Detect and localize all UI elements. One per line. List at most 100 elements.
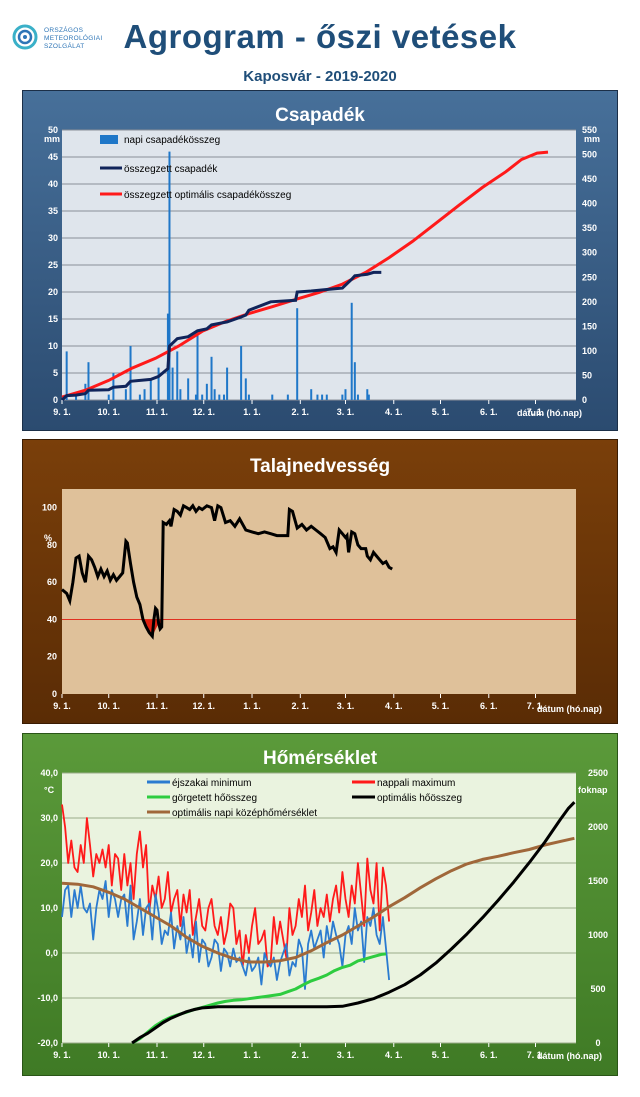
precip-ytick-right: 350 (582, 223, 597, 233)
cumulative-precip-line (60, 270, 382, 402)
temp-xtick-label: 3. 1. (337, 1050, 355, 1060)
soil-ytick: 40 (47, 614, 57, 624)
soil-xtick-label: 9. 1. (53, 701, 71, 711)
page-title: Agrogram - őszi vetések (123, 18, 517, 55)
precip-daily-bar (75, 394, 78, 400)
precip-daily-bar (286, 394, 289, 400)
temp-ytick-right: 1000 (588, 930, 608, 940)
precip-ytick-right: 550 (582, 125, 597, 135)
temp-ytick-right: 2000 (588, 822, 608, 832)
precip-ytick-left: 15 (48, 314, 58, 324)
logo-swirl-icon (12, 24, 38, 50)
precip-ytick-right: 500 (582, 150, 597, 160)
precip-daily-bar (350, 302, 353, 400)
legend-rolling: görgetett hőösszeg (172, 793, 257, 804)
precip-daily-bar (138, 394, 141, 400)
precip-left-unit: mm (44, 134, 60, 144)
precip-daily-bar (325, 394, 328, 400)
temp-ytick-left: 30,0 (40, 813, 58, 823)
temp-max-line (61, 804, 390, 968)
legend-tmin: éjszakai minimum (172, 778, 251, 789)
temp-min-line (61, 880, 390, 990)
precip-ytick-right: 450 (582, 174, 597, 184)
temp-ytick-left: 0,0 (45, 948, 58, 958)
precip-daily-bar (124, 389, 127, 400)
soil-xtick-label: 3. 1. (337, 701, 355, 711)
soil-x-label: dátum (hó.nap) (537, 704, 602, 714)
precip-xtick-label: 2. 1. (292, 407, 310, 417)
precip-xtick-label: 3. 1. (337, 407, 355, 417)
precip-daily-bar (210, 356, 213, 400)
temp-ytick-left: 20,0 (40, 858, 58, 868)
temp-xtick-label: 4. 1. (385, 1050, 403, 1060)
precip-daily-bar (176, 351, 179, 400)
precip-ytick-left: 5 (53, 368, 58, 378)
precip-daily-bar (194, 394, 197, 400)
precip-ytick-left: 50 (48, 125, 58, 135)
soil-unit: % (44, 533, 52, 543)
precip-daily-bar (226, 367, 229, 400)
precip-ytick-right: 50 (582, 370, 592, 380)
precip-daily-bar (196, 335, 199, 400)
legend-tmax: nappali maximum (377, 778, 455, 789)
precip-daily-bar (367, 394, 370, 400)
soil-xtick-label: 1. 1. (243, 701, 261, 711)
legend-cumulative: összegzett csapadék (124, 164, 218, 175)
precip-ytick-right: 250 (582, 272, 597, 282)
temp-ytick-left: -20,0 (37, 1038, 58, 1048)
precip-ytick-right: 150 (582, 321, 597, 331)
temp-ytick-left: 40,0 (40, 768, 58, 778)
soil-moisture-line (61, 503, 393, 640)
soil-title: Talajnedvesség (250, 456, 390, 477)
soil-plot-area (62, 489, 576, 694)
precip-ytick-right: 100 (582, 346, 597, 356)
precip-ytick-left: 40 (48, 179, 58, 189)
precip-daily-bar (271, 394, 274, 400)
precip-daily-bar (316, 394, 319, 400)
precip-ytick-right: 0 (582, 395, 587, 405)
temp-xtick-label: 6. 1. (480, 1050, 498, 1060)
precip-daily-bar (213, 389, 216, 400)
page-subtitle: Kaposvár - 2019-2020 (243, 68, 397, 85)
precip-xtick-label: 11. 1. (146, 407, 168, 417)
soil-xtick-label: 12. 1. (192, 701, 215, 711)
soil-xtick-label: 10. 1. (97, 701, 120, 711)
soil-ytick: 20 (47, 652, 57, 662)
precip-xtick-label: 6. 1. (480, 407, 498, 417)
precip-daily-bar (107, 394, 110, 400)
temp-xtick-label: 5. 1. (432, 1050, 450, 1060)
soil-xtick-label: 11. 1. (146, 701, 168, 711)
temp-ytick-right: 2500 (588, 768, 608, 778)
precip-daily-bar (240, 346, 243, 400)
precip-daily-bar (356, 394, 359, 400)
temp-right-unit: foknap (578, 785, 608, 795)
precip-ytick-left: 20 (48, 287, 58, 297)
precip-daily-bar (129, 346, 132, 400)
soil-ytick: 80 (47, 540, 57, 550)
temp-panel: Hőmérséklet -20,0 -10,0 0,0 10,0 20,0 30,0 40,… (21, 732, 619, 1077)
temp-xtick-label: 11. 1. (146, 1050, 168, 1060)
precip-daily-bar (341, 394, 344, 400)
soil-xtick-label: 5. 1. (432, 701, 450, 711)
precip-xtick-label: 9. 1. (53, 407, 71, 417)
precip-panel: Csapadék 0 5 10 15 20 25 30 35 40 45 50 0 50 100 150 20… (21, 89, 619, 432)
precip-daily-bar (366, 389, 369, 400)
soil-ytick: 0 (52, 689, 57, 699)
soil-panel: Talajnedvesség 0 20 40 60 80 100 9. 1. 10. 1. 11… (21, 438, 619, 725)
temp-ytick-right: 500 (590, 984, 605, 994)
precip-daily-bar (201, 394, 204, 400)
precip-daily-bar (247, 394, 250, 400)
org-line-2: METEOROLÓGIAI (44, 35, 103, 42)
precip-daily-bar (353, 362, 356, 400)
precip-xtick-label: 10. 1. (97, 407, 120, 417)
temp-legend: éjszakai minimum nappali maximum görgete… (147, 778, 462, 819)
precip-daily-bar (205, 383, 208, 400)
temp-xtick-label: 1. 1. (243, 1050, 261, 1060)
precip-daily-bar (222, 394, 225, 400)
optimal-mean-temp-line (61, 836, 575, 964)
precip-ytick-left: 30 (48, 233, 58, 243)
precip-ytick-left: 35 (48, 206, 58, 216)
precip-ytick-left: 45 (48, 152, 58, 162)
temp-xtick-label: 7. 1. (527, 1050, 545, 1060)
precip-daily-bar (149, 378, 152, 400)
